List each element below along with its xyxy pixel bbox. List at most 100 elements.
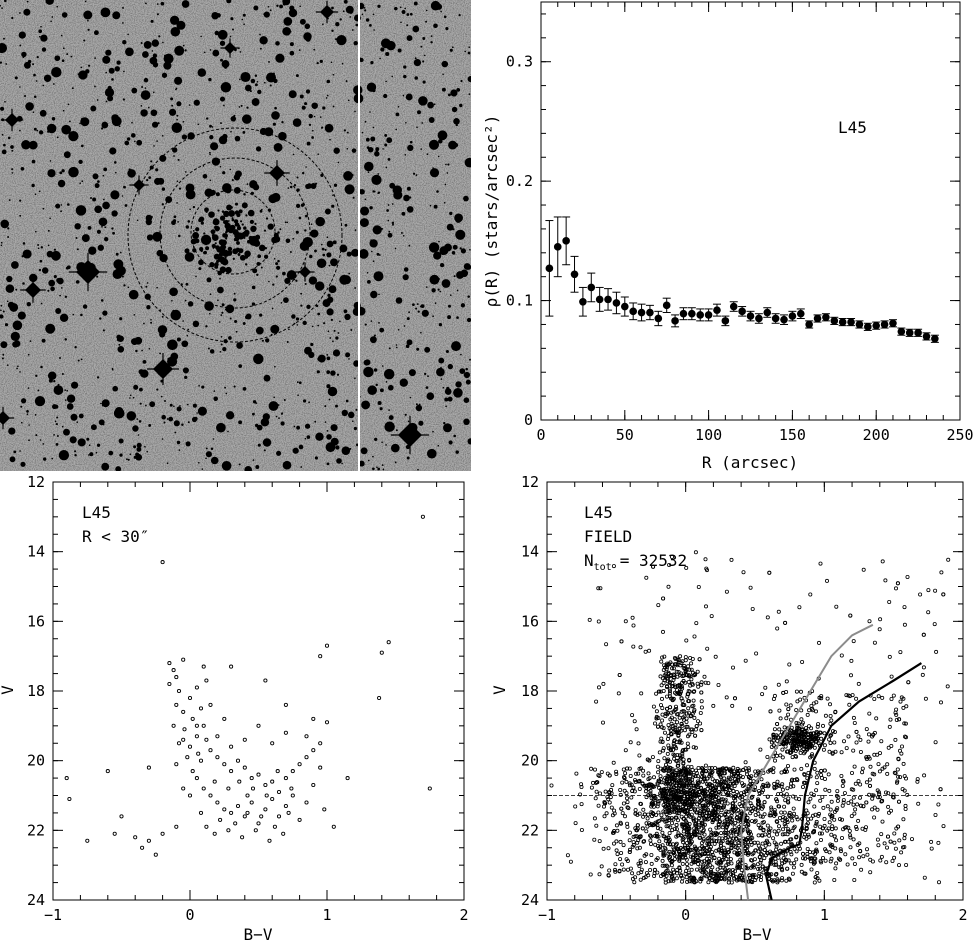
star-blob: [45, 323, 56, 334]
star-blob: [71, 87, 74, 90]
star-blob: [304, 214, 308, 218]
star-blob: [413, 1, 418, 6]
field-star-point: [652, 775, 657, 780]
field-star-point: [886, 804, 891, 809]
star-blob: [61, 373, 64, 375]
field-star-point: [702, 817, 707, 822]
field-star-point: [801, 851, 806, 856]
field-star-point: [692, 826, 697, 831]
star-blob: [299, 18, 306, 25]
field-star-point: [805, 763, 810, 768]
field-star-point: [611, 760, 616, 765]
cluster-star: [250, 236, 256, 242]
field-star-point: [676, 831, 681, 836]
field-star-point: [610, 783, 615, 788]
cmd-star-point: [140, 845, 145, 850]
y-tick-label: 18: [521, 682, 539, 700]
field-star-point: [649, 842, 654, 847]
field-star-point: [784, 679, 789, 684]
field-star-point: [808, 592, 813, 597]
field-star-point: [688, 656, 693, 661]
field-star-point: [604, 642, 609, 647]
field-star-point: [668, 746, 673, 751]
star-blob: [315, 216, 325, 227]
star-blob: [289, 42, 294, 47]
field-star-point: [672, 795, 677, 800]
field-star-point: [808, 731, 813, 736]
field-star-point: [656, 724, 661, 729]
field-star-point: [706, 848, 711, 853]
star-blob: [72, 313, 75, 316]
star-blob: [391, 221, 395, 225]
field-star-point: [867, 732, 872, 737]
field-star-point: [698, 711, 703, 716]
cmd-star-point: [181, 737, 186, 742]
field-star-point: [810, 752, 815, 757]
star-blob: [38, 35, 41, 38]
field-star-point: [734, 832, 739, 837]
star-blob: [377, 467, 381, 471]
field-star-point: [625, 766, 630, 771]
cmd-star-point: [242, 765, 247, 770]
star-blob: [308, 113, 313, 119]
star-blob: [253, 353, 264, 365]
field-star-point: [897, 838, 902, 843]
star-blob: [181, 0, 190, 8]
field-star-point: [637, 787, 642, 792]
field-star-point: [685, 692, 690, 697]
star-blob: [262, 413, 270, 421]
star-blob: [367, 165, 373, 171]
field-star-point: [630, 615, 635, 620]
density-point: [897, 327, 906, 336]
cmd-star-point: [297, 762, 302, 767]
star-blob: [364, 359, 371, 366]
star-blob: [116, 60, 121, 65]
star-blob: [171, 300, 173, 302]
field-star-point: [767, 830, 772, 835]
field-star-point: [685, 845, 690, 850]
cluster-star: [231, 218, 235, 222]
star-blob: [415, 174, 418, 176]
star-blob: [394, 247, 397, 250]
star-blob: [420, 331, 422, 334]
field-star-point: [671, 744, 676, 749]
star-blob: [387, 232, 393, 238]
star-blob: [333, 147, 340, 154]
cluster-star: [202, 251, 206, 254]
field-star-point: [660, 739, 665, 744]
field-star-point: [851, 715, 856, 720]
field-star-point: [699, 699, 704, 704]
field-star-point: [669, 715, 674, 720]
field-star-point: [602, 814, 607, 819]
field-star-point: [871, 732, 876, 737]
cluster-star: [249, 219, 254, 224]
star-blob: [381, 365, 384, 367]
field-star-point: [828, 842, 833, 847]
field-star-point: [775, 783, 780, 788]
field-star-point: [683, 767, 688, 772]
field-star-point: [768, 709, 773, 714]
star-blob: [242, 130, 246, 134]
field-star-point: [776, 828, 781, 833]
star-blob: [173, 155, 175, 157]
star-blob: [166, 418, 169, 420]
star-blob: [310, 183, 317, 189]
field-star-point: [776, 682, 781, 687]
star-blob: [330, 370, 336, 376]
field-star-point: [683, 669, 688, 674]
field-star-point: [832, 740, 837, 745]
density-point: [595, 295, 604, 304]
star-blob: [323, 322, 326, 325]
field-star-point: [692, 689, 697, 694]
star-blob: [228, 336, 232, 340]
field-star-point: [865, 852, 870, 857]
field-star-point: [922, 773, 927, 778]
star-blob: [321, 243, 323, 246]
cluster-star: [199, 246, 204, 252]
field-star-point: [786, 829, 791, 834]
star-blob: [192, 403, 197, 408]
field-star-point: [699, 728, 704, 733]
field-star-point: [621, 867, 626, 872]
star-blob: [88, 246, 97, 255]
field-star-point: [613, 867, 618, 872]
